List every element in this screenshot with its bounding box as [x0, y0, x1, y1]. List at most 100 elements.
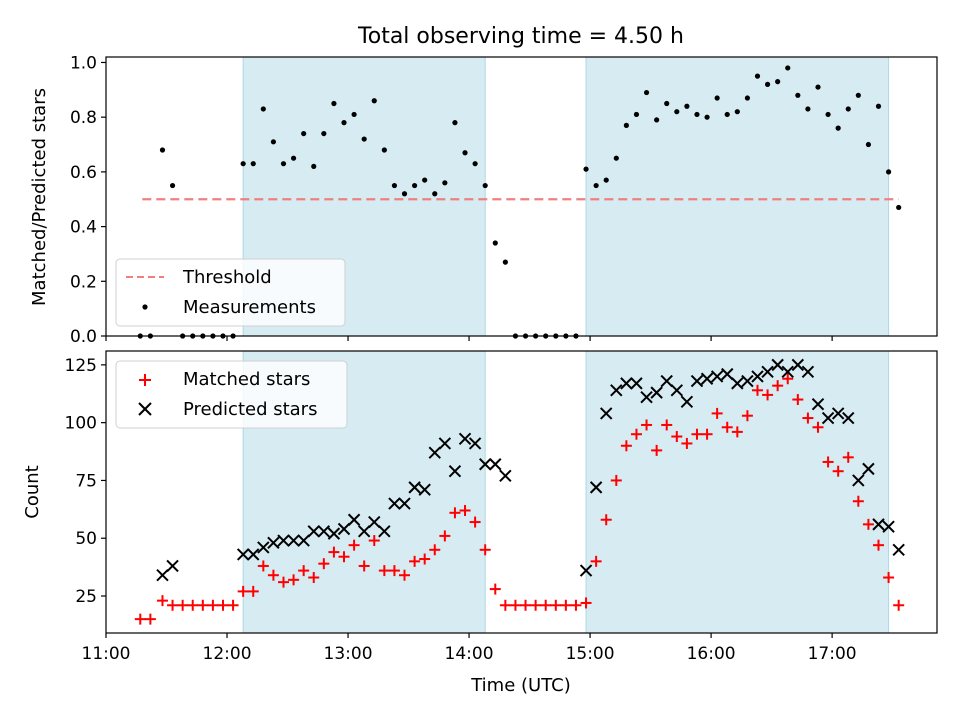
measurement-point	[643, 89, 650, 96]
predicted-point	[882, 520, 895, 533]
panel-counts: 25 50 75 100 125 11:00 12:00 13:00 14:00 15:00 16…	[22, 350, 938, 664]
measurement-point	[462, 150, 468, 156]
measurement-point	[835, 125, 841, 131]
matched-point	[489, 583, 501, 595]
x-tick-label: 15:00	[566, 644, 615, 664]
measurement-point	[805, 106, 811, 112]
predicted-point	[781, 365, 794, 379]
matched-point	[237, 585, 249, 597]
legend-bottom: Matched stars Predicted stars	[115, 360, 348, 429]
matched-point	[772, 380, 784, 392]
legend-predicted-label: Predicted stars	[183, 399, 317, 420]
measurement-point	[411, 182, 418, 189]
predicted-point	[660, 374, 673, 388]
matched-point	[641, 419, 653, 431]
matched-point	[550, 599, 562, 611]
legend-predicted-swatch	[138, 402, 152, 416]
measurement-point	[301, 130, 307, 137]
x-tick-label: 16:00	[687, 644, 736, 664]
matched-point	[459, 504, 471, 516]
predicted-point	[448, 464, 462, 478]
plot-frame-bottom	[105, 350, 938, 634]
legend-measurements-label: Measurements	[183, 297, 316, 318]
predicted-point	[600, 407, 613, 420]
predicted-point	[862, 462, 875, 476]
y-tick-label: 25	[75, 587, 97, 607]
chart-title: Total observing time = 4.50 h	[357, 24, 684, 49]
predicted-point	[267, 536, 280, 550]
matched-point	[540, 599, 552, 611]
matched-point	[247, 585, 259, 597]
y-tick-label: 100	[65, 414, 97, 434]
predicted-point	[650, 386, 663, 399]
predicted-point	[499, 469, 512, 483]
matched-point	[751, 384, 763, 396]
predicted-point	[327, 527, 341, 540]
predicted-point	[831, 407, 845, 420]
matched-point	[893, 599, 905, 611]
measurement-point	[502, 259, 508, 265]
matched-point	[277, 576, 289, 588]
y-tick-label: 1.0	[70, 53, 97, 73]
y-axis-ratio: 0.0 0.2 0.4 0.6 0.8 1.0	[70, 53, 106, 347]
measurement-point	[341, 120, 347, 126]
matched-point	[691, 428, 703, 440]
measurement-point	[250, 161, 256, 167]
predicted-point	[801, 365, 815, 379]
predicted-point	[731, 377, 744, 390]
measurement-point	[754, 73, 761, 79]
matched-point	[227, 599, 239, 611]
predicted-point	[307, 525, 320, 538]
predicted-point	[892, 543, 905, 556]
matched-point	[449, 507, 461, 519]
measurement-point	[482, 182, 488, 189]
measurement-point	[684, 103, 690, 109]
matched-point	[409, 555, 421, 567]
measurement-point	[321, 130, 327, 137]
matched-point	[348, 539, 360, 551]
matched-point	[419, 553, 431, 565]
x-axis: 11:00 12:00 13:00 14:00 15:00 16:00 17:00	[82, 633, 857, 664]
matched-point	[701, 428, 713, 440]
x-tick-label: 11:00	[82, 644, 131, 664]
measurement-point	[764, 81, 771, 87]
matched-point	[852, 495, 864, 507]
matched-point	[509, 599, 521, 611]
legend-top: Threshold Measurements	[115, 258, 346, 327]
predicted-point	[408, 481, 421, 494]
matched-point	[520, 599, 532, 611]
measurement-point	[492, 240, 498, 246]
matched-point	[298, 565, 310, 577]
matched-point	[620, 440, 632, 452]
y-tick-label: 75	[75, 471, 97, 491]
measurement-point	[361, 136, 367, 142]
y-tick-label: 0.2	[70, 272, 97, 292]
matched-point	[590, 555, 602, 567]
measurement-point	[785, 65, 791, 71]
matched-point	[711, 407, 723, 419]
predicted-point	[156, 569, 169, 582]
y-tick-label: 0.6	[70, 163, 97, 183]
measurement-point	[603, 177, 609, 183]
matched-point	[832, 465, 844, 477]
measurement-point	[371, 98, 377, 104]
matched-point	[570, 599, 582, 611]
predicted-point	[297, 534, 310, 547]
legend-matched-swatch	[139, 374, 151, 386]
predicted-point	[458, 432, 472, 446]
measurement-point	[845, 106, 851, 112]
measurement-point	[654, 117, 660, 123]
y-axis-label-top: Matched/Predicted stars	[29, 88, 50, 306]
matched-point	[479, 544, 491, 556]
measurement-point	[613, 155, 619, 161]
measurement-point	[583, 166, 589, 172]
matched-point	[368, 535, 380, 547]
measurement-point	[744, 95, 751, 101]
predicted-point	[368, 515, 381, 529]
matched-point	[560, 599, 572, 611]
count-series	[134, 358, 905, 625]
matched-point	[338, 551, 350, 563]
matched-point	[651, 444, 663, 456]
measurement-point	[159, 147, 166, 153]
predicted-point	[589, 481, 603, 494]
